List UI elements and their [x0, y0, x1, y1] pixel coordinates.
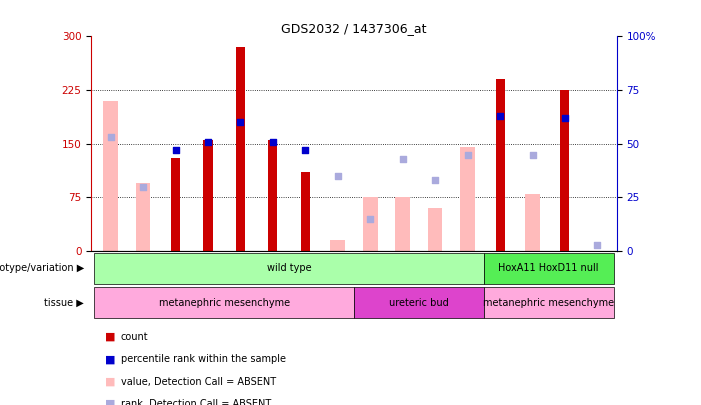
Point: [137, 183, 149, 190]
Bar: [354, 287, 484, 318]
Text: value, Detection Call = ABSENT: value, Detection Call = ABSENT: [121, 377, 275, 387]
Bar: [395, 198, 410, 251]
Point: [267, 139, 278, 145]
Bar: [236, 47, 245, 251]
Text: metanephric mesenchyme: metanephric mesenchyme: [483, 298, 614, 308]
Bar: [560, 90, 569, 251]
Bar: [136, 183, 150, 251]
Text: rank, Detection Call = ABSENT: rank, Detection Call = ABSENT: [121, 399, 271, 405]
Text: ■: ■: [105, 399, 116, 405]
Point: [430, 177, 441, 183]
Point: [332, 173, 343, 179]
Bar: [484, 287, 613, 318]
Point: [365, 215, 376, 222]
Point: [397, 156, 408, 162]
Text: count: count: [121, 332, 148, 342]
Bar: [363, 198, 378, 251]
Bar: [301, 173, 310, 251]
Text: ureteric bud: ureteric bud: [389, 298, 449, 308]
Text: genotype/variation ▶: genotype/variation ▶: [0, 263, 84, 273]
Text: wild type: wild type: [267, 263, 311, 273]
Bar: [461, 147, 475, 251]
Point: [462, 151, 473, 158]
Text: percentile rank within the sample: percentile rank within the sample: [121, 354, 285, 364]
Bar: [428, 208, 442, 251]
Bar: [484, 253, 613, 284]
Text: tissue ▶: tissue ▶: [44, 298, 84, 308]
Bar: [268, 140, 278, 251]
Text: ■: ■: [105, 332, 116, 342]
Bar: [496, 79, 505, 251]
Text: metanephric mesenchyme: metanephric mesenchyme: [158, 298, 290, 308]
Point: [494, 113, 505, 119]
Point: [235, 119, 246, 126]
Point: [105, 134, 116, 141]
Point: [300, 147, 311, 153]
Text: HoxA11 HoxD11 null: HoxA11 HoxD11 null: [498, 263, 599, 273]
Point: [527, 151, 538, 158]
Point: [592, 241, 603, 248]
Bar: [95, 253, 484, 284]
Point: [559, 115, 571, 121]
Bar: [203, 140, 212, 251]
Point: [170, 147, 181, 153]
Text: ■: ■: [105, 377, 116, 387]
Title: GDS2032 / 1437306_at: GDS2032 / 1437306_at: [281, 22, 427, 35]
Bar: [330, 241, 345, 251]
Bar: [95, 287, 354, 318]
Bar: [103, 101, 118, 251]
Text: ■: ■: [105, 354, 116, 364]
Point: [203, 139, 214, 145]
Bar: [525, 194, 540, 251]
Bar: [171, 158, 180, 251]
